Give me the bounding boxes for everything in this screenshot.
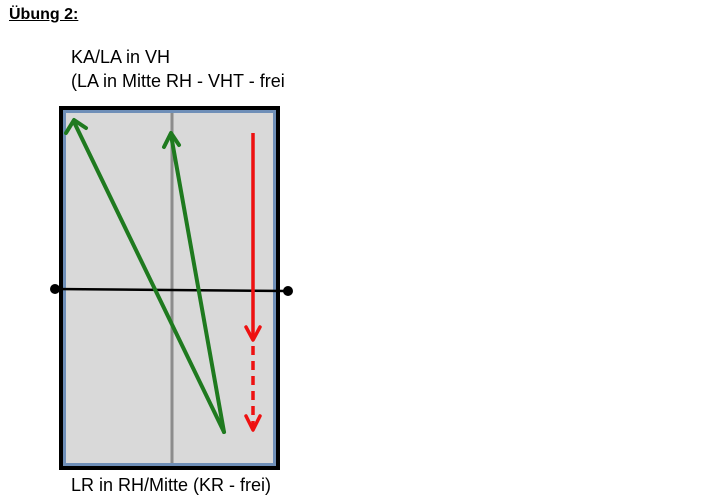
net-post-left bbox=[50, 284, 60, 294]
table-surface bbox=[66, 113, 273, 463]
net-post-right bbox=[283, 286, 293, 296]
exercise-title: Übung 2: bbox=[9, 6, 79, 23]
bottom-caption: LR in RH/Mitte (KR - frei) bbox=[71, 475, 272, 495]
long-diagonal-green-arrow bbox=[64, 118, 226, 434]
red-downward-arrow bbox=[244, 133, 262, 432]
top-caption-line-2: (LA in Mitte RH - VHT - frei bbox=[71, 71, 285, 91]
net-line bbox=[54, 287, 289, 293]
top-caption-line-1: KA/LA in VH bbox=[71, 47, 171, 67]
short-diagonal-green-arrow bbox=[162, 131, 226, 434]
